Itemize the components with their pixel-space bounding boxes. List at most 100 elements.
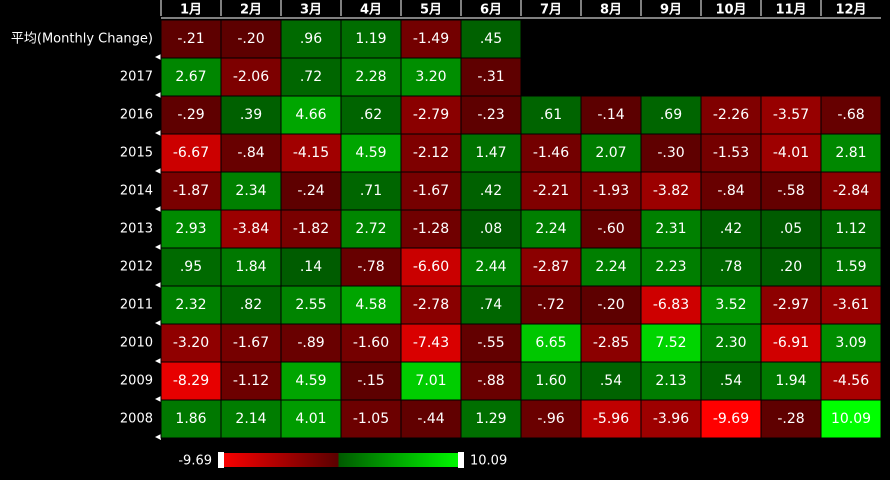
row-label: 2017: [120, 70, 153, 85]
heatmap-cell: [460, 171, 522, 211]
heatmap-cell: [760, 361, 822, 401]
row-label: 2013: [120, 222, 153, 237]
heatmap-cell: [340, 247, 402, 287]
row-label: 2015: [120, 146, 153, 161]
column-header: 5月: [420, 3, 442, 18]
heatmap-cell: [820, 323, 882, 363]
column-header: 7月: [540, 3, 562, 18]
cell-label: 1.12: [835, 221, 866, 237]
cell-label: 2.31: [655, 221, 686, 237]
cell-label: -2.97: [773, 297, 809, 313]
cell-label: -.15: [357, 373, 384, 389]
heatmap-cell: [340, 209, 402, 249]
row-marker: [155, 130, 161, 136]
cell-label: 3.20: [415, 69, 446, 85]
heatmap-cell: [160, 399, 222, 439]
heatmap-cell: [520, 399, 582, 439]
cell-label: -.44: [417, 411, 444, 427]
heatmap-cell: [580, 171, 642, 211]
row-label: 2011: [120, 298, 153, 313]
cell-label: -2.78: [413, 297, 449, 313]
heatmap-cell: [640, 361, 702, 401]
cell-label: -.96: [537, 411, 564, 427]
cell-label: 2.72: [355, 221, 386, 237]
row-label: 2012: [120, 260, 153, 275]
cell-label: -1.12: [233, 373, 269, 389]
heatmap-cell: [160, 247, 222, 287]
heatmap-cell: [160, 95, 222, 135]
heatmap-cell: [520, 285, 582, 325]
heatmap-cell: [400, 19, 462, 59]
heatmap-cell: [280, 209, 342, 249]
cell-label: .61: [540, 107, 562, 123]
cell-label: -1.67: [413, 183, 449, 199]
column-header: 4月: [360, 3, 382, 18]
heatmap-cell: [340, 285, 402, 325]
row-label: 平均(Monthly Change): [11, 32, 153, 47]
heatmap-cell: [520, 247, 582, 287]
cell-label: -2.06: [233, 69, 269, 85]
row-marker: [155, 282, 161, 288]
cell-label: -.88: [477, 373, 504, 389]
column-header: 2月: [240, 3, 262, 18]
cell-label: .14: [300, 259, 322, 275]
heatmap-cell: [700, 247, 762, 287]
row-marker: [155, 320, 161, 326]
heatmap-cell: [160, 171, 222, 211]
cell-label: .71: [360, 183, 382, 199]
column-header: 1月: [180, 3, 202, 18]
cell-label: 1.47: [475, 145, 506, 161]
heatmap-cell: [220, 209, 282, 249]
heatmap-cell: [160, 285, 222, 325]
cell-label: -3.57: [773, 107, 809, 123]
heatmap-cell: [820, 95, 882, 135]
heatmap-cell: [640, 323, 702, 363]
cell-label: 4.59: [355, 145, 386, 161]
row-marker: [155, 358, 161, 364]
heatmap-cell: [820, 171, 882, 211]
cell-label: 2.55: [295, 297, 326, 313]
cell-label: 2.07: [595, 145, 626, 161]
legend-min: -9.69: [178, 454, 212, 469]
heatmap-cell: [280, 171, 342, 211]
heatmap-cell: [760, 399, 822, 439]
cell-label: -.55: [477, 335, 504, 351]
heatmap-cell: [400, 57, 462, 97]
cell-label: 2.13: [655, 373, 686, 389]
cell-label: .72: [300, 69, 322, 85]
cell-label: -.58: [777, 183, 804, 199]
cell-label: -7.43: [413, 335, 449, 351]
cell-label: -2.21: [533, 183, 569, 199]
heatmap-cell: [580, 399, 642, 439]
cell-label: 4.59: [295, 373, 326, 389]
cell-label: -1.93: [593, 183, 629, 199]
heatmap-cell: [400, 209, 462, 249]
heatmap-cell: [400, 399, 462, 439]
cell-label: -.84: [237, 145, 264, 161]
heatmap-cell: [340, 171, 402, 211]
row-marker: [155, 244, 161, 250]
heatmap-cell: [160, 323, 222, 363]
cell-label: -.68: [837, 107, 864, 123]
heatmap-cell: [640, 247, 702, 287]
heatmap-cell: [340, 323, 402, 363]
cell-label: .08: [480, 221, 502, 237]
cell-label: -.23: [477, 107, 504, 123]
cell-label: 2.34: [235, 183, 266, 199]
heatmap-cell: [160, 133, 222, 173]
cell-label: .82: [240, 297, 262, 313]
heatmap-cell: [580, 323, 642, 363]
heatmap-cell: [700, 209, 762, 249]
cell-label: -1.82: [293, 221, 329, 237]
heatmap-cell: [760, 247, 822, 287]
column-header: 9月: [660, 3, 682, 18]
heatmap-cell: [700, 171, 762, 211]
heatmap-cell: [580, 95, 642, 135]
legend-max: 10.09: [470, 454, 507, 469]
column-header: 8月: [600, 3, 622, 18]
cell-label: -.60: [597, 221, 624, 237]
cell-label: 2.81: [835, 145, 866, 161]
cell-label: -2.85: [593, 335, 629, 351]
